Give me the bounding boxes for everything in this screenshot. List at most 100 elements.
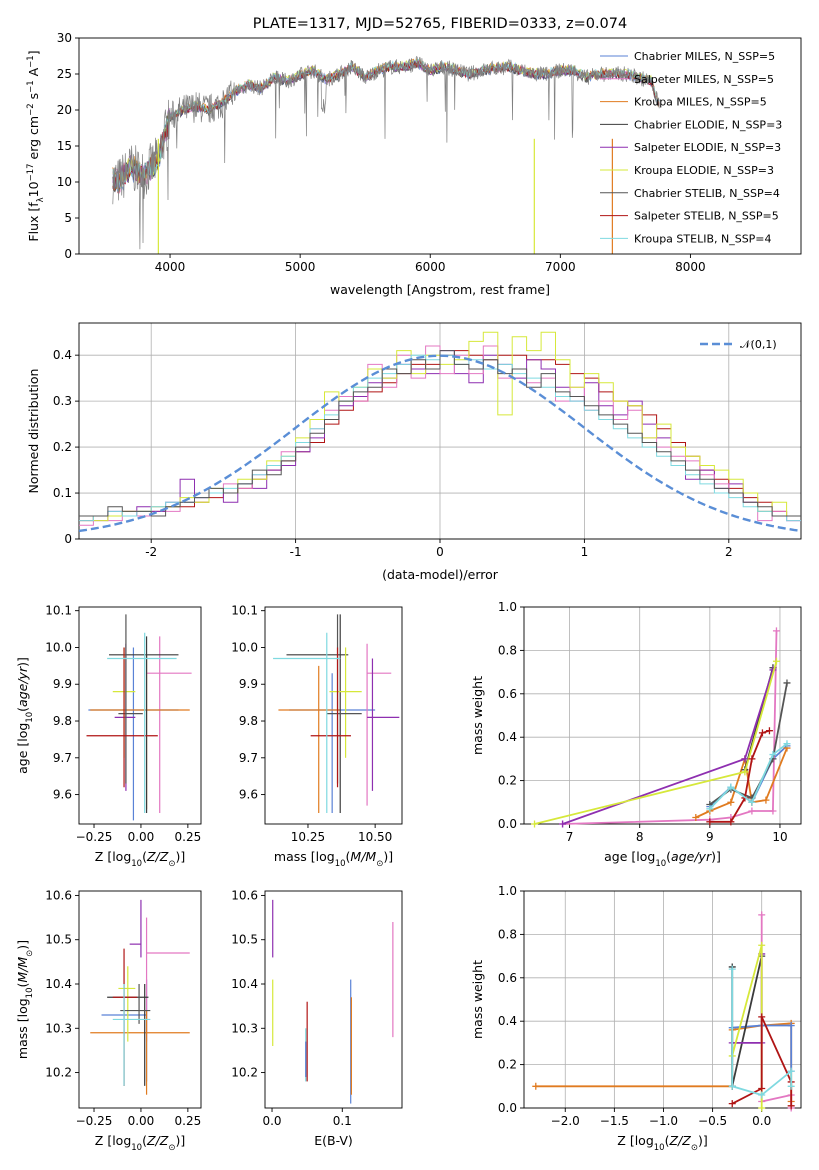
y-axis-label: mass [log10(M/M⊙)] <box>15 940 35 1059</box>
y-tick-label: 25 <box>57 67 72 81</box>
mass-weight-marker <box>741 755 749 763</box>
mass-weight-marker <box>787 1022 795 1030</box>
y-tick-label: 1.0 <box>498 884 517 898</box>
x-tick-label: -2 <box>145 545 157 559</box>
y-tick-label: 10.2 <box>231 1066 258 1080</box>
y-tick-label: 0 <box>64 247 72 261</box>
mass-weight-marker <box>783 740 791 748</box>
x-tick-label: 0.0 <box>752 1114 771 1128</box>
x-tick-label: −0.5 <box>698 1114 727 1128</box>
legend-label: Kroupa ELODIE, N_SSP=3 <box>634 164 774 177</box>
y-axis-label: age [log10(age/yr)] <box>15 657 35 774</box>
observed-spectrum-line <box>112 55 660 250</box>
legend-label: Kroupa STELIB, N_SSP=4 <box>634 232 772 245</box>
y-tick-label: 9.6 <box>239 788 258 802</box>
mass-weight-marker <box>728 1082 736 1090</box>
residual-histogram-panel: -2 -1 0 1 2 0 0.1 0.2 0.3 0.4 𝒩(0,1) (data-model)/e… <box>26 322 802 582</box>
legend-label: Salpeter STELIB, N_SSP=5 <box>634 210 779 223</box>
y-tick-label: 9.9 <box>53 677 72 691</box>
x-tick-label: 8000 <box>675 260 706 274</box>
y-tick-label: 0 <box>64 532 72 546</box>
mass-weight-marker <box>758 941 766 949</box>
x-tick-label: 10.50 <box>358 830 392 844</box>
x-axis-label: Z [log10(Z/Z⊙)] <box>95 849 185 869</box>
y-tick-label: 0.4 <box>498 1014 517 1028</box>
x-tick-label: 0.1 <box>333 1114 352 1128</box>
mass-weight-marker <box>531 820 539 828</box>
legend-label: Chabrier STELIB, N_SSP=4 <box>634 187 780 200</box>
x-tick-label: 7000 <box>545 260 576 274</box>
y-tick-label: 9.7 <box>239 751 258 765</box>
mass-weight-marker <box>706 805 714 813</box>
y-tick-label: 1.0 <box>498 600 517 614</box>
axes-frame <box>78 606 202 825</box>
y-axis-label: mass weight <box>470 676 485 755</box>
y-tick-label: 9.6 <box>53 788 72 802</box>
legend-label: Chabrier ELODIE, N_SSP=3 <box>634 118 782 131</box>
x-tick-label: 2 <box>725 545 733 559</box>
y-tick-label: 20 <box>57 103 72 117</box>
mass-weight-vs-age-panel: 7 8 9 10 0.0 0.2 0.4 0.6 0.8 1.0 age [log10(age/yr… <box>470 600 802 869</box>
y-tick-label: 0.4 <box>498 730 517 744</box>
spectrum-panel: PLATE=1317, MJD=52765, FIBERID=0333, z=0… <box>26 16 802 297</box>
y-tick-label: 10.5 <box>45 933 72 947</box>
mass-weight-marker <box>769 751 777 759</box>
x-tick-label: 0.0 <box>262 1114 281 1128</box>
legend-label: Kroupa MILES, N_SSP=5 <box>634 96 767 109</box>
y-tick-label: 0.1 <box>53 486 72 500</box>
mass-weight-marker <box>758 1091 766 1099</box>
legend: Chabrier MILES, N_SSP=5 Salpeter MILES, N… <box>600 50 782 245</box>
x-tick-label: 0.25 <box>175 1114 202 1128</box>
mass-weight-marker <box>748 755 756 763</box>
x-tick-label: 9 <box>706 830 714 844</box>
mass-weight-marker <box>762 796 770 804</box>
y-tick-label: 10.4 <box>231 977 258 991</box>
y-tick-label: 0.0 <box>498 817 517 831</box>
mass-weight-marker <box>692 813 700 821</box>
mass-weight-marker <box>783 679 791 687</box>
mass-weight-marker <box>728 1100 736 1108</box>
y-tick-label: 9.9 <box>239 677 258 691</box>
y-tick-label: 0.8 <box>498 927 517 941</box>
y-tick-label: 10.1 <box>45 604 72 618</box>
x-tick-label: -1 <box>290 545 302 559</box>
y-tick-label: 10 <box>57 175 72 189</box>
y-tick-label: 10.2 <box>45 1066 72 1080</box>
y-tick-label: 9.7 <box>53 751 72 765</box>
mass-weight-marker <box>787 1082 795 1090</box>
y-tick-label: 15 <box>57 139 72 153</box>
mass-weight-marker <box>758 1013 766 1021</box>
x-tick-label: 1 <box>581 545 589 559</box>
mass-weight-marker <box>787 1067 795 1075</box>
legend-label: Chabrier MILES, N_SSP=5 <box>634 50 775 63</box>
axes-frame <box>523 890 802 1109</box>
y-tick-label: 0.2 <box>498 774 517 788</box>
y-tick-label: 10.3 <box>45 1021 72 1035</box>
x-tick-label: 6000 <box>415 260 446 274</box>
mass-vs-extinction-panel: 0.0 0.1 10.2 10.3 10.4 10.5 10.6 E(B-V) <box>231 888 403 1148</box>
mass-weight-marker <box>727 798 735 806</box>
mass-weight-marker <box>758 729 766 737</box>
y-tick-label: 10.6 <box>231 888 258 902</box>
y-tick-label: 10.6 <box>45 888 72 902</box>
y-tick-label: 0.8 <box>498 643 517 657</box>
axes-frame <box>523 606 802 825</box>
x-tick-label: 0 <box>436 545 444 559</box>
mass-weight-marker <box>532 1082 540 1090</box>
x-tick-label: −0.25 <box>76 1114 113 1128</box>
mass-weight-marker <box>728 965 736 973</box>
mass-weight-line <box>760 914 793 1108</box>
x-axis-label: Z [log10(Z/Z⊙)] <box>95 1133 185 1153</box>
mass-weight-marker <box>727 818 735 826</box>
y-tick-label: 0.4 <box>53 348 72 362</box>
x-axis-label: E(B-V) <box>314 1133 353 1148</box>
mass-weight-marker <box>769 807 777 815</box>
mass-weight-marker <box>559 820 567 828</box>
y-tick-label: 9.8 <box>239 714 258 728</box>
axes-frame <box>78 890 202 1109</box>
y-tick-label: 5 <box>64 211 72 225</box>
mass-vs-metallicity-panel: −0.25 0.00 0.25 10.2 10.3 10.4 10.5 10.6 Z [log1… <box>15 888 202 1153</box>
y-tick-label: 10.4 <box>45 977 72 991</box>
y-axis-label: Flux [fλ10−17 erg cm−2 s−1 A−1] <box>26 50 46 241</box>
normal-curve <box>78 354 802 533</box>
